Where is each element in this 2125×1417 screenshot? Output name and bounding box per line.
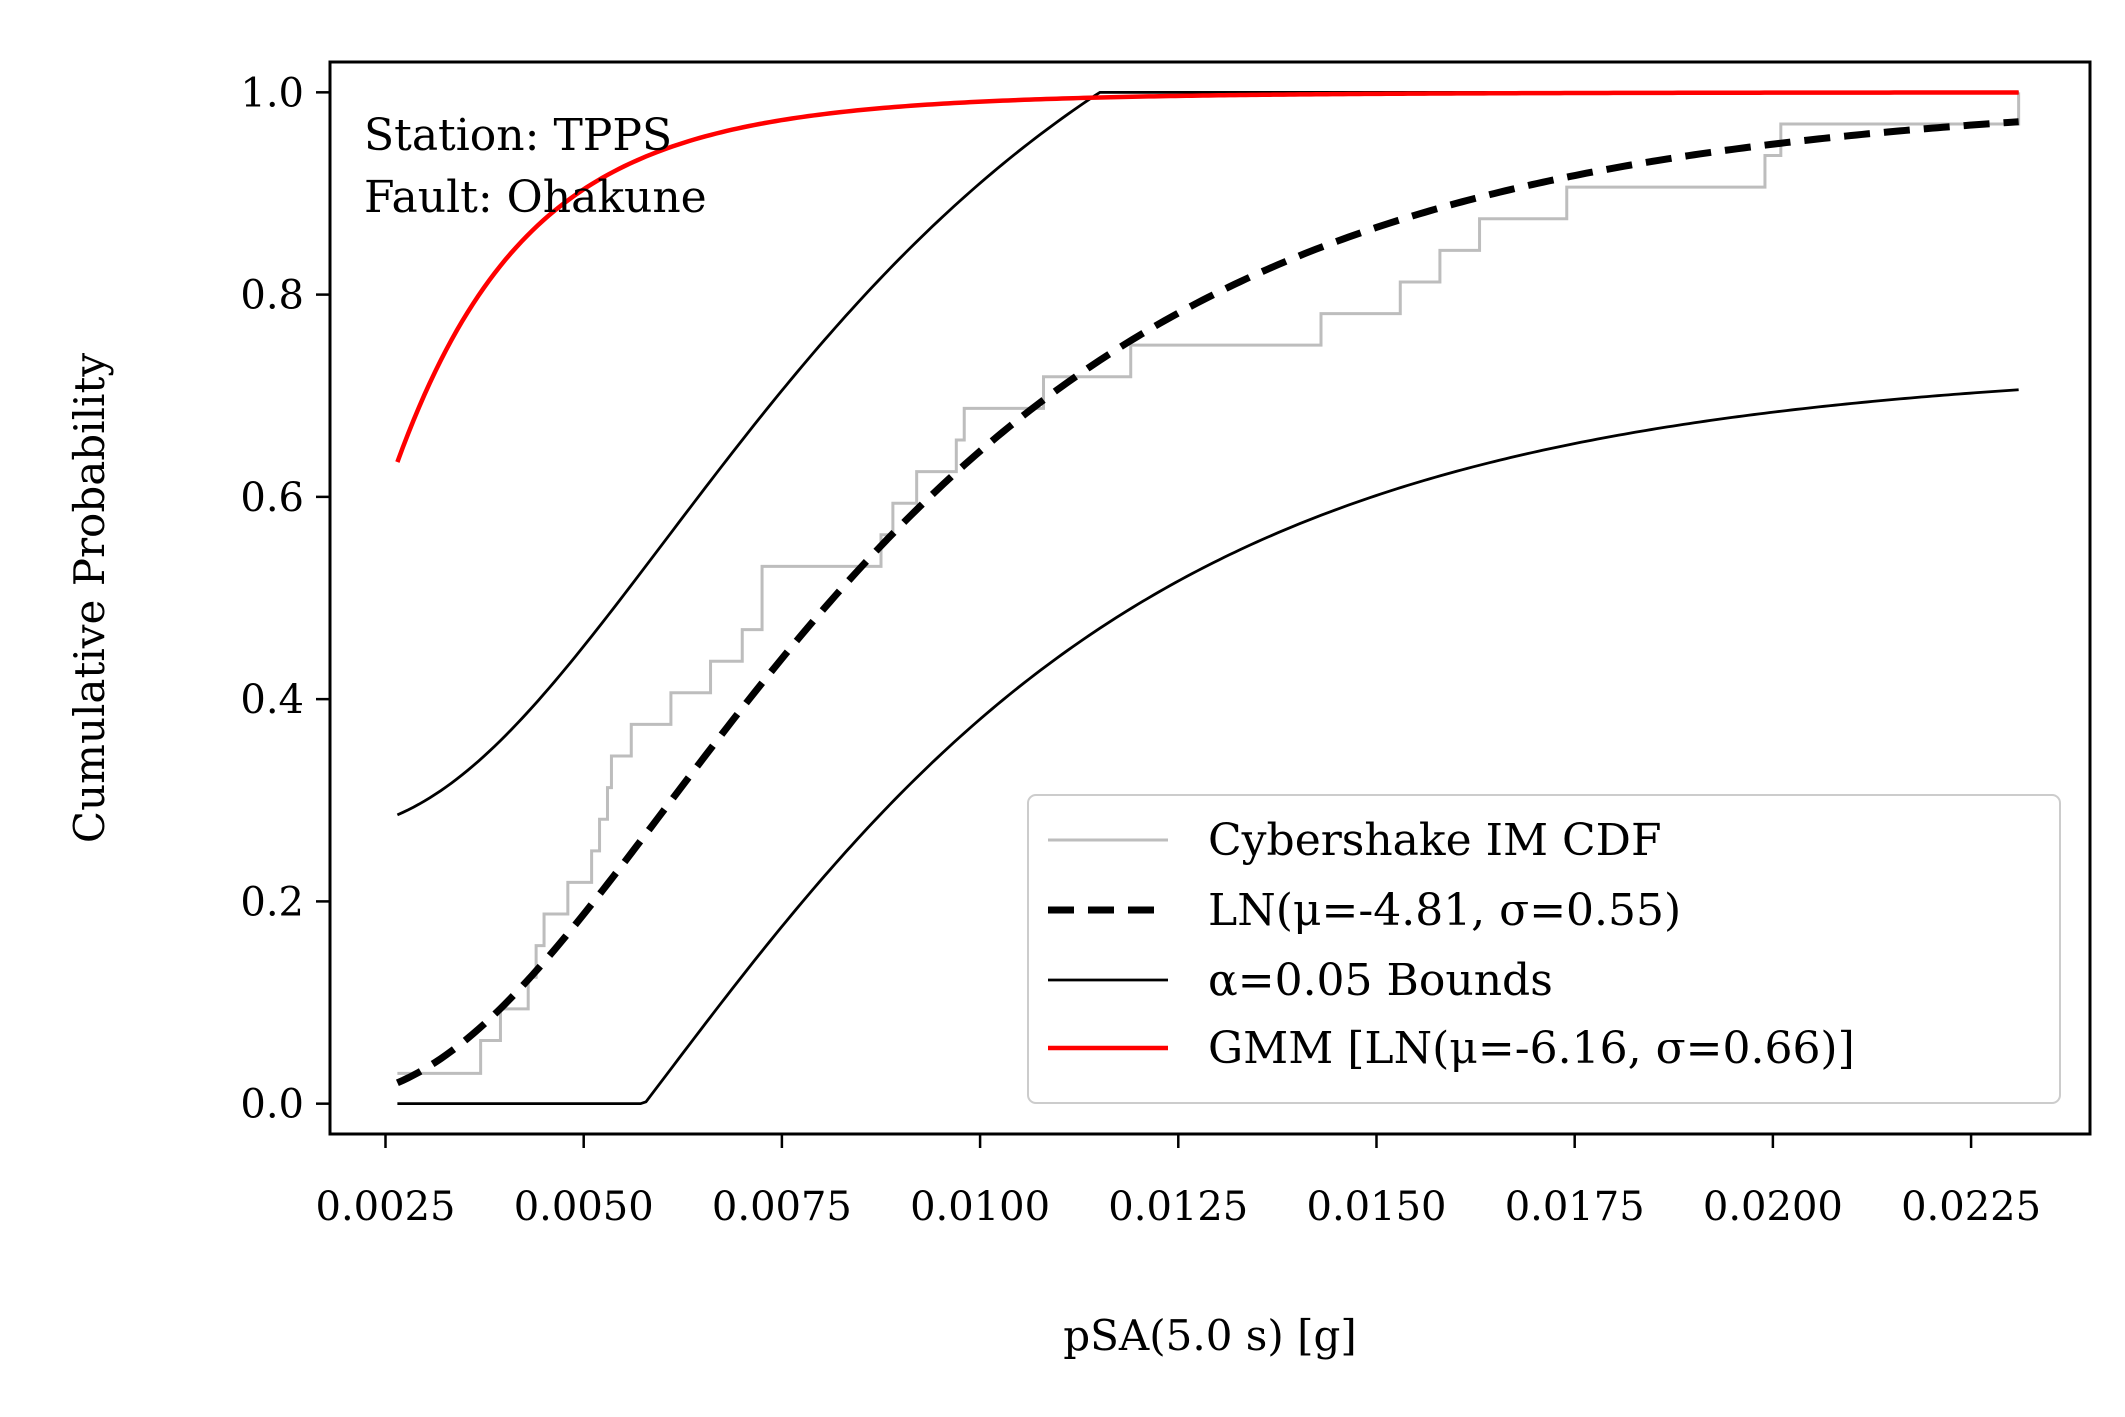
legend-label-gmm: GMM [LN(μ=-6.16, σ=0.66)] [1208,1023,1855,1074]
lower-bound-line [397,388,2019,1106]
cybershake-cdf-line [397,92,2021,1075]
station-annotation: Station: TPPS [364,110,672,161]
x-tick-label: 0.0200 [1703,1184,1843,1230]
y-tick-label: 0.6 [240,475,304,521]
y-tick-label: 0.8 [240,273,304,319]
x-tick-label: 0.0025 [316,1184,456,1230]
x-tick-label: 0.0050 [514,1184,654,1230]
ln-fit-line [395,118,2019,1087]
plot-frame [328,60,2092,1136]
x-tick-label: 0.0225 [1901,1184,2041,1230]
legend: Cybershake IM CDF LN(μ=-4.81, σ=0.55) α=… [1027,794,2061,1104]
legend-label-cybershake: Cybershake IM CDF [1208,815,1662,866]
x-tick-label: 0.0125 [1108,1184,1248,1230]
x-tick-label: 0.0175 [1505,1184,1645,1230]
plot-lines [395,90,2021,1106]
x-axis-label: pSA(5.0 s) [g] [1063,1311,1356,1360]
y-axis-label: Cumulative Probability [65,353,114,843]
legend-label-ln-fit: LN(μ=-4.81, σ=0.55) [1208,885,1681,936]
y-tick-label: 0.0 [240,1082,304,1128]
y-tick-label: 0.2 [240,879,304,925]
x-tick-label: 0.0150 [1307,1184,1447,1230]
y-tick-label: 1.0 [240,70,304,116]
x-tick-label: 0.0100 [910,1184,1050,1230]
gmm-line [395,90,2019,463]
y-axis-ticks: 0.0 0.2 0.4 0.6 0.8 1.0 [240,70,330,1128]
y-tick-label: 0.4 [240,677,304,723]
fault-annotation: Fault: Ohakune [364,172,707,223]
x-axis-ticks: 0.0025 0.0050 0.0075 0.0100 0.0125 0.0150 0.01… [316,1134,2041,1230]
legend-label-bounds: α=0.05 Bounds [1208,955,1553,1006]
x-tick-label: 0.0075 [712,1184,852,1230]
legend-box [1027,794,2061,1104]
